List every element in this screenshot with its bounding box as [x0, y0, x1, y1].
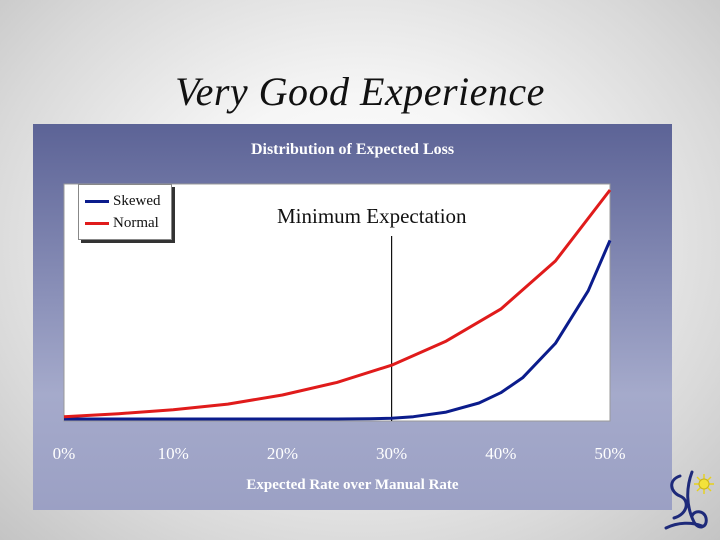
legend-label-normal: Normal [113, 214, 159, 231]
chart-plot: 0% 10% 20% 30% 40% 50% [53, 183, 626, 463]
minimum-expectation-label: Minimum Expectation [277, 204, 467, 228]
legend-swatch-skewed [85, 199, 109, 203]
x-tick-label: 10% [158, 444, 189, 463]
x-axis-label: Expected Rate over Manual Rate [246, 477, 459, 493]
x-tick-label: 40% [485, 444, 516, 463]
legend-item-normal: Normal [85, 213, 159, 233]
chart-title: Distribution of Expected Loss [250, 141, 455, 158]
chart-legend: Skewed Normal [78, 184, 172, 240]
company-logo-icon [664, 470, 714, 530]
legend-swatch-normal [85, 221, 109, 225]
x-tick-label: 30% [376, 444, 407, 463]
x-tick-label: 0% [53, 444, 76, 463]
series-line-normal [63, 189, 612, 419]
legend-item-skewed: Skewed [85, 191, 161, 211]
x-tick-label: 20% [267, 444, 298, 463]
x-tick-label: 50% [594, 444, 625, 463]
slide-title: Very Good Experience [175, 69, 545, 114]
series-line-skewed [64, 239, 612, 421]
chart-panel: Distribution of Expected Loss 0% 10% 20% 30… [33, 124, 672, 510]
legend-label-skewed: Skewed [113, 192, 161, 209]
